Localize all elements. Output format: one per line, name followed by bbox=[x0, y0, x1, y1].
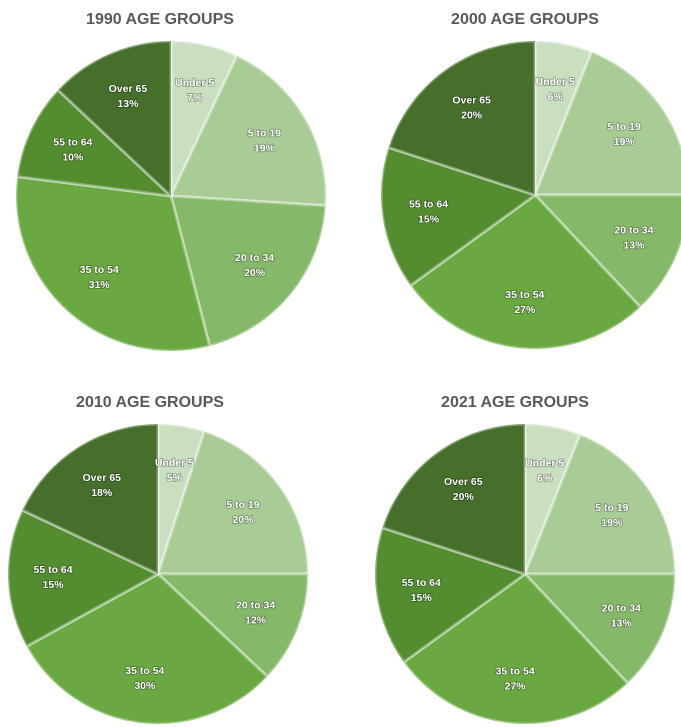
pie-slice bbox=[15, 88, 173, 198]
slice-category: Over 65 bbox=[82, 472, 121, 484]
pie-slice bbox=[56, 39, 173, 198]
slice-category: 55 to 64 bbox=[53, 137, 92, 149]
slice-value-label: 20% bbox=[453, 491, 475, 503]
slice-value-label: 13% bbox=[117, 98, 139, 110]
pie-slice bbox=[533, 39, 594, 197]
slice-value-label: 13% bbox=[611, 617, 633, 629]
pie-slice bbox=[533, 50, 681, 197]
pie-slice bbox=[25, 572, 269, 726]
pie-slice bbox=[14, 175, 212, 353]
pie-slice bbox=[20, 422, 160, 576]
slice-value-label: 18% bbox=[91, 487, 113, 499]
pie-slice bbox=[402, 572, 630, 726]
pie-slice bbox=[156, 422, 206, 576]
pie-slice bbox=[523, 572, 677, 685]
slice-value-label: 15% bbox=[418, 214, 440, 226]
pie-slice bbox=[380, 422, 527, 576]
slice-category: Over 65 bbox=[109, 83, 148, 95]
slice-value-label: 13% bbox=[623, 240, 645, 252]
slice-category: Under 5 bbox=[525, 458, 564, 470]
pie-slice bbox=[523, 433, 677, 576]
slice-category: Under 5 bbox=[155, 457, 194, 469]
slice-category: 5 to 19 bbox=[595, 502, 628, 514]
slice-value-label: 30% bbox=[134, 680, 156, 692]
pie-slice bbox=[169, 39, 239, 198]
slice-category: 35 to 54 bbox=[80, 264, 119, 276]
chart-title: 2000 AGE GROUPS bbox=[451, 11, 599, 28]
pie-slice bbox=[6, 508, 160, 648]
slice-value-label: 19% bbox=[601, 517, 623, 529]
slice-category: 35 to 54 bbox=[125, 665, 164, 677]
slice-value-label: 19% bbox=[254, 143, 276, 155]
slice-category: 55 to 64 bbox=[402, 577, 441, 589]
slice-value-label: 20% bbox=[461, 110, 483, 122]
pie-slice bbox=[156, 572, 310, 679]
slice-value-label: 12% bbox=[245, 614, 267, 626]
pie-slice bbox=[379, 145, 537, 288]
slice-category: Over 65 bbox=[444, 476, 483, 488]
pie-slice bbox=[373, 526, 527, 664]
slice-value-label: 31% bbox=[89, 279, 111, 291]
slice-category: 5 to 19 bbox=[608, 121, 641, 133]
slice-category: Over 65 bbox=[452, 95, 491, 107]
pie-slice bbox=[387, 39, 537, 197]
slice-category: 55 to 64 bbox=[409, 199, 448, 211]
slice-value-label: 5% bbox=[167, 472, 183, 484]
chart-title: 2010 AGE GROUPS bbox=[76, 394, 224, 411]
slice-category: 5 to 19 bbox=[226, 499, 259, 511]
slice-category: 20 to 34 bbox=[602, 602, 641, 614]
slice-category: 5 to 19 bbox=[248, 128, 281, 140]
slice-category: 35 to 54 bbox=[496, 665, 535, 677]
slice-category: 20 to 34 bbox=[236, 599, 275, 611]
pie-slice bbox=[533, 193, 681, 309]
slice-value-label: 10% bbox=[62, 152, 84, 164]
pie-slice bbox=[408, 193, 642, 351]
slice-value-label: 27% bbox=[514, 304, 536, 316]
pie-slice bbox=[169, 54, 328, 208]
slice-category: Under 5 bbox=[536, 76, 575, 88]
slice-category: 20 to 34 bbox=[614, 225, 653, 237]
slice-category: 55 to 64 bbox=[33, 564, 72, 576]
slice-value-label: 7% bbox=[187, 92, 203, 104]
slice-category: Under 5 bbox=[175, 77, 214, 89]
chart-title: 1990 AGE GROUPS bbox=[86, 11, 234, 28]
slice-value-label: 6% bbox=[548, 91, 564, 103]
slice-value-label: 27% bbox=[505, 680, 527, 692]
pie-slice bbox=[169, 194, 328, 348]
chart-title: 2021 AGE GROUPS bbox=[441, 394, 589, 411]
slice-value-label: 15% bbox=[411, 592, 433, 604]
slice-value-label: 15% bbox=[43, 579, 65, 591]
slice-category: 20 to 34 bbox=[235, 252, 274, 264]
slice-value-label: 6% bbox=[537, 473, 553, 485]
slice-category: 35 to 54 bbox=[505, 289, 544, 301]
slice-value-label: 20% bbox=[232, 514, 254, 526]
slice-value-label: 20% bbox=[244, 267, 266, 279]
pie-slice bbox=[156, 429, 310, 576]
slice-value-label: 19% bbox=[614, 136, 636, 148]
pie-slice bbox=[523, 422, 582, 576]
